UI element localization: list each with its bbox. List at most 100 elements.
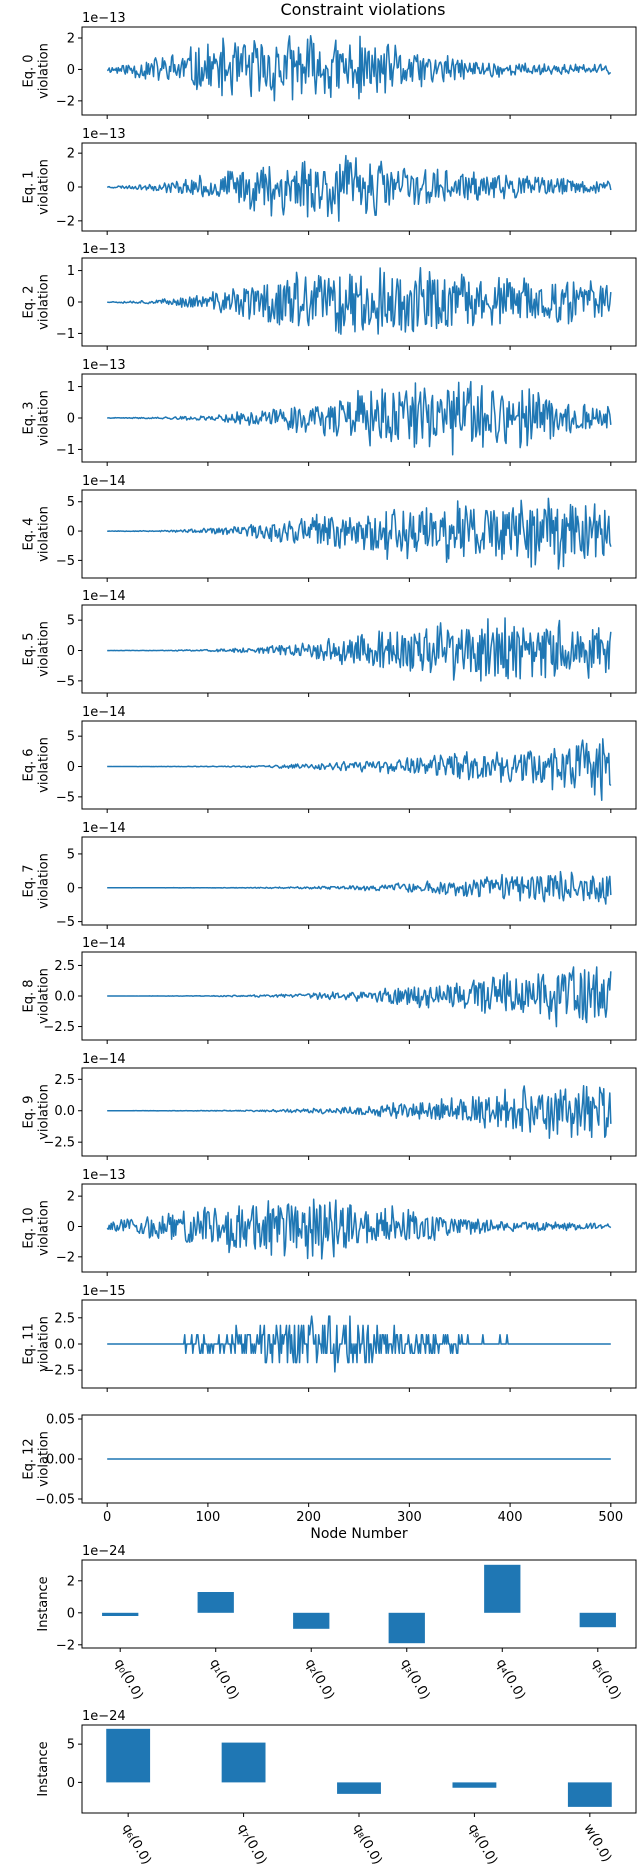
- panel-1-ylabel-line: Eq. 1: [22, 170, 37, 203]
- panel-13-bar-0: [102, 1612, 139, 1616]
- panel-2-ylabel-line: violation: [37, 274, 52, 330]
- panel-5-ylabel-line: Eq. 5: [22, 632, 37, 665]
- panel-9-ytick-label: −2.5: [43, 1136, 75, 1151]
- panel-8-offset-label: 1e−14: [82, 936, 126, 951]
- panel-3-series-line: [106, 380, 612, 456]
- panel-11-series-line: [107, 1315, 611, 1373]
- panel-6-ylabel: Eq. 6violation: [22, 737, 52, 793]
- panel-3-frame: [81, 373, 637, 463]
- panel-13-frame: [81, 1559, 637, 1649]
- panel-5: 5 0 −5 1e−14 Eq. 5violation: [22, 589, 637, 697]
- panel-7-ylabel: Eq. 7violation: [22, 853, 52, 909]
- panel-4-ylabel: Eq. 4violation: [22, 506, 52, 562]
- panel-11-frame: [81, 1299, 637, 1389]
- panel-5-offset-label: 1e−14: [82, 589, 126, 604]
- panel-13-bar-1: [197, 1592, 234, 1613]
- panel-0: 2 0 −2 1e−13 Eq. 0violation: [22, 11, 637, 119]
- panel-12-ylabel: Eq. 12violation: [22, 1431, 52, 1487]
- panel-2-ylabel-line: Eq. 2: [22, 285, 37, 318]
- panel-6-ylabel-line: Eq. 6: [22, 748, 37, 781]
- panel-11-ytick-label: −2.5: [43, 1364, 75, 1379]
- panel-9-ytick-label: 2.5: [54, 1073, 75, 1088]
- panel-9-frame: [81, 1067, 637, 1157]
- panel-13-bar-4: [484, 1564, 521, 1613]
- panel-1: 2 0 −2 1e−13 Eq. 1violation: [22, 127, 637, 235]
- panel-11-ylabel-line: Eq. 11: [22, 1323, 37, 1364]
- panel-0-series-line: [106, 35, 611, 102]
- panel-1-series-line: [106, 154, 612, 222]
- panel-11-ytick-label: 0.0: [54, 1338, 75, 1353]
- panel-12-xtick-label: 300: [397, 1510, 422, 1525]
- panel-0-offset-label: 1e−13: [82, 11, 126, 26]
- panel-8-ytick-label: 0.0: [54, 990, 75, 1005]
- panel-1-offset-label: 1e−13: [82, 127, 126, 142]
- panel-8-ylabel-line: Eq. 8: [22, 979, 37, 1012]
- panel-8-ytick-label: 2.5: [54, 959, 75, 974]
- panel-6-series-line: [107, 738, 612, 802]
- panel-9-ylabel-line: violation: [37, 1084, 52, 1140]
- panel-0-ytick-label: −2: [56, 94, 75, 109]
- panel-12-ytick-label: 0.00: [46, 1453, 75, 1468]
- panel-8-ytick-label: −2.5: [43, 1020, 75, 1035]
- panel-14-bar-2: [337, 1782, 381, 1794]
- panel-13-ytick-label: −2: [56, 1638, 75, 1653]
- panel-5-ytick-label: 0: [67, 644, 75, 659]
- panel-13-ytick-label: 0: [67, 1606, 75, 1621]
- panel-6-ytick-label: −5: [56, 790, 75, 805]
- panel-13-bar-2: [293, 1612, 330, 1629]
- panel-12-xtick-label: 0: [103, 1510, 111, 1525]
- panel-8-series-line: [107, 966, 612, 1028]
- panel-2-ytick-label: −1: [56, 327, 75, 342]
- panel-6: 5 0 −5 1e−14 Eq. 6violation: [22, 705, 637, 813]
- panel-3-ytick-label: 1: [67, 380, 75, 395]
- panel-13-bar-3: [388, 1612, 425, 1644]
- panel-10: 2 0 −2 1e−13 Eq. 10violation: [22, 1168, 637, 1276]
- panel-2-ytick-label: 0: [67, 296, 75, 311]
- panel-14-bar-4: [567, 1782, 612, 1807]
- panel-14-ytick-label: 0: [67, 1776, 75, 1791]
- panel-0-ylabel: Eq. 0violation: [22, 43, 52, 99]
- panel-8: 2.5 0.0 −2.5 1e−14 Eq. 8violation: [22, 936, 637, 1044]
- panel-7-ylabel-line: violation: [37, 853, 52, 909]
- panel-9-ylabel-line: Eq. 9: [22, 1095, 37, 1128]
- panel-1-ytick-label: 2: [67, 147, 75, 162]
- panel-12-frame: [81, 1414, 637, 1504]
- panel-5-ytick-label: 5: [67, 614, 75, 629]
- panel-10-series-line: [106, 1198, 612, 1260]
- panel-14-frame: [81, 1724, 637, 1814]
- panel-12-xtick-label: 400: [498, 1510, 523, 1525]
- panel-1-ytick-label: −2: [56, 214, 75, 229]
- panel-8-ylabel-line: violation: [37, 968, 52, 1024]
- panel-7-series-line: [107, 870, 612, 905]
- panel-6-ytick-label: 0: [67, 760, 75, 775]
- panel-4: 5 0 −5 1e−14 Eq. 4violation: [22, 474, 637, 582]
- panel-13-ytick-label: 2: [67, 1574, 75, 1589]
- panel-13-offset-label: 1e−24: [82, 1544, 126, 1559]
- panel-4-ytick-label: −5: [56, 554, 75, 569]
- panel-0-ytick-label: 2: [67, 32, 75, 47]
- panel-14-ylabel-line: Instance: [36, 1741, 51, 1796]
- panel-5-ylabel: Eq. 5violation: [22, 621, 52, 677]
- panel-13-bar-5: [579, 1612, 616, 1628]
- panel-9-ytick-label: 0.0: [54, 1104, 75, 1119]
- panel-12-xlabel: Node Number: [310, 1526, 407, 1542]
- panel-4-ylabel-line: Eq. 4: [22, 517, 37, 550]
- panel-0-ytick-label: 0: [67, 63, 75, 78]
- panel-9: 2.5 0.0 −2.5 1e−14 Eq. 9violation: [22, 1052, 637, 1160]
- panel-3-ylabel-line: Eq. 3: [22, 401, 37, 434]
- panel-8-ylabel: Eq. 8violation: [22, 968, 52, 1024]
- panel-11-ylabel: Eq. 11violation: [22, 1316, 52, 1372]
- panel-12-ytick-label: 0.05: [46, 1413, 75, 1428]
- panel-1-ylabel-line: violation: [37, 159, 52, 215]
- panel-5-ylabel-line: violation: [37, 621, 52, 677]
- panel-12: 0.05 0.00 −0.05 0 100 200 300 400 500 Node Number…: [22, 1413, 637, 1542]
- panel-10-ytick-label: −2: [56, 1250, 75, 1265]
- panel-3: 1 0 −1 1e−13 Eq. 3violation: [22, 358, 637, 466]
- panel-7: 5 0 −5 1e−14 Eq. 7violation: [22, 821, 637, 930]
- panel-7-ytick-label: 5: [67, 847, 75, 862]
- panel-6-frame: [81, 720, 637, 810]
- panel-3-ylabel-line: violation: [37, 390, 52, 446]
- panel-4-ytick-label: 0: [67, 525, 75, 540]
- panel-9-ylabel: Eq. 9violation: [22, 1084, 52, 1140]
- panel-4-frame: [81, 489, 637, 579]
